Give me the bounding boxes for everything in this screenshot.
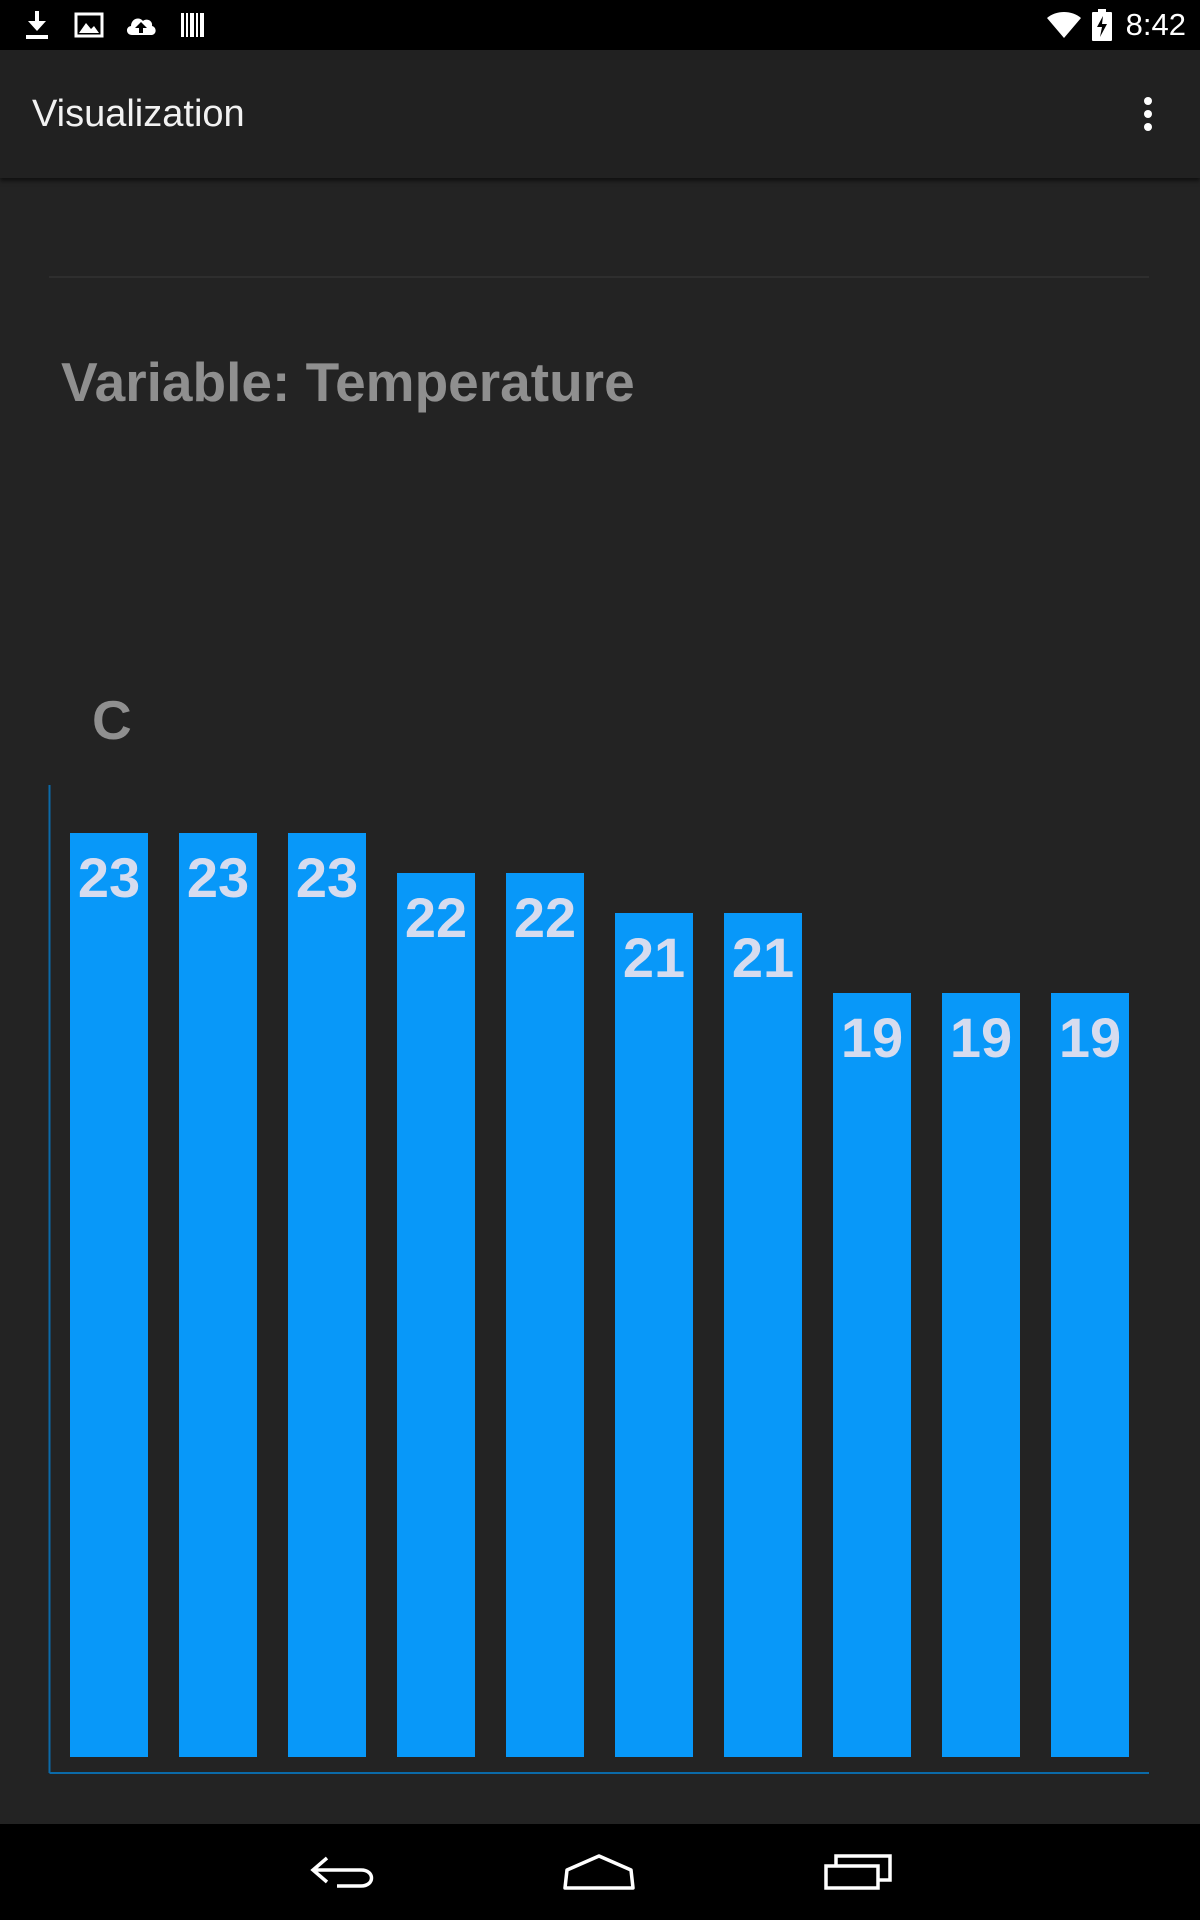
system-status: 8:42 bbox=[1046, 0, 1186, 50]
variable-title: Variable: Temperature bbox=[61, 351, 635, 413]
bar-7 bbox=[724, 913, 802, 1757]
image-icon bbox=[74, 12, 104, 38]
more-vert-icon bbox=[1144, 97, 1152, 131]
bar-value-label-7: 21 bbox=[732, 926, 794, 989]
bar-6 bbox=[615, 913, 693, 1757]
barcode-icon bbox=[181, 13, 204, 37]
navigation-bar bbox=[0, 1824, 1200, 1920]
home-icon bbox=[563, 1854, 635, 1890]
bar-value-label-10: 19 bbox=[1059, 1006, 1121, 1069]
download-icon bbox=[26, 11, 48, 39]
app-title: Visualization bbox=[32, 93, 245, 135]
recent-apps-button[interactable] bbox=[798, 1838, 918, 1906]
battery-charging-icon bbox=[1091, 9, 1112, 41]
back-icon bbox=[310, 1856, 374, 1888]
bar-value-label-3: 23 bbox=[296, 846, 358, 909]
wifi-icon bbox=[1046, 12, 1081, 38]
bar-value-label-6: 21 bbox=[623, 926, 685, 989]
chart-svg: 23 23 23 22 22 21 21 19 19 19 bbox=[48, 785, 1149, 1774]
bar-value-label-4: 22 bbox=[405, 886, 467, 949]
bar-1 bbox=[70, 833, 148, 1757]
chart: C 23 23 23 22 22 21 21 19 19 19 bbox=[0, 178, 1200, 1824]
bar-value-label-9: 19 bbox=[950, 1006, 1012, 1069]
recent-apps-icon bbox=[824, 1854, 892, 1890]
status-time: 8:42 bbox=[1125, 7, 1186, 42]
back-button[interactable] bbox=[283, 1838, 403, 1906]
bar-value-label-2: 23 bbox=[187, 846, 249, 909]
notification-icons bbox=[20, 8, 210, 42]
bar-value-label-5: 22 bbox=[514, 886, 576, 949]
bar-value-label-1: 23 bbox=[78, 846, 140, 909]
y-axis-label: C bbox=[92, 689, 132, 751]
divider bbox=[49, 276, 1149, 278]
home-button[interactable] bbox=[539, 1838, 659, 1906]
bar-5 bbox=[506, 873, 584, 1757]
bar-2 bbox=[179, 833, 257, 1757]
bar-value-label-8: 19 bbox=[841, 1006, 903, 1069]
action-bar: Visualization bbox=[0, 50, 1200, 178]
bar-8 bbox=[833, 993, 911, 1757]
bar-4 bbox=[397, 873, 475, 1757]
status-bar: 8:42 bbox=[0, 0, 1200, 50]
overflow-menu-button[interactable] bbox=[1116, 82, 1180, 146]
cloud-upload-icon bbox=[126, 18, 156, 35]
content: Variable: Temperature C 23 23 23 22 22 21 21 19… bbox=[0, 178, 1200, 1824]
bar-3 bbox=[288, 833, 366, 1757]
bar-9 bbox=[942, 993, 1020, 1757]
bar-10 bbox=[1051, 993, 1129, 1757]
